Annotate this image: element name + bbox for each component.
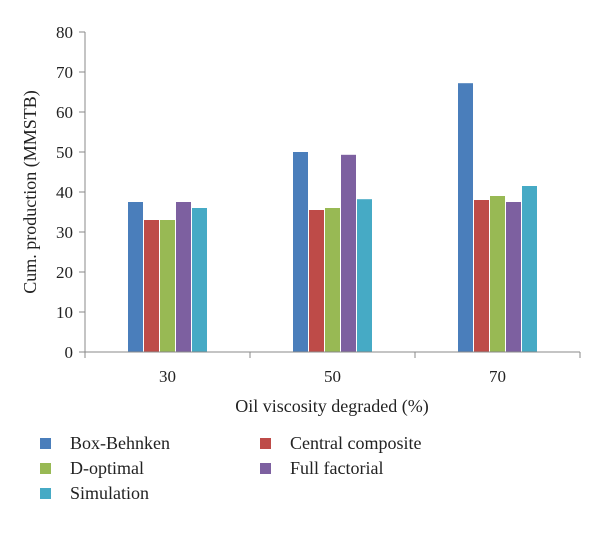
bar-full-factorial-70: [506, 202, 521, 352]
legend-label: D-optimal: [70, 458, 144, 478]
y-ticks-group: 0 10 20 30 40 50 60 70 80: [56, 23, 85, 362]
x-axis-label: Oil viscosity degraded (%): [235, 396, 428, 417]
bar-simulation-70: [522, 186, 537, 352]
legend-label: Box-Behnken: [70, 433, 170, 453]
bar-box-behnken-70: [458, 83, 473, 352]
bar-central-composite-50: [309, 210, 324, 352]
y-tick-label: 20: [56, 263, 73, 282]
bar-central-composite-70: [474, 200, 489, 352]
legend-label: Full factorial: [290, 458, 383, 478]
bar-d-optimal-50: [325, 208, 340, 352]
legend-swatch: [40, 463, 51, 474]
x-ticks-group: 30 50 70: [84, 352, 581, 386]
bar-full-factorial-30: [176, 202, 191, 352]
bar-central-composite-30: [144, 220, 159, 352]
legend-label: Simulation: [70, 483, 149, 503]
legend-swatch: [40, 438, 51, 449]
y-axis-label: Cum. production (MMSTB): [20, 90, 41, 294]
bar-d-optimal-30: [160, 220, 175, 352]
y-tick-label: 60: [56, 103, 73, 122]
y-tick-label: 70: [56, 63, 73, 82]
legend-swatch: [260, 463, 271, 474]
y-tick-label: 80: [56, 23, 73, 42]
x-tick-label: 30: [159, 367, 176, 386]
bars-group: [128, 83, 537, 352]
legend-label: Central composite: [290, 433, 421, 453]
y-tick-label: 0: [65, 343, 74, 362]
y-tick-label: 40: [56, 183, 73, 202]
y-tick-label: 30: [56, 223, 73, 242]
x-tick-label: 50: [324, 367, 341, 386]
bar-box-behnken-50: [293, 152, 308, 352]
bar-simulation-50: [357, 199, 372, 352]
y-tick-label: 10: [56, 303, 73, 322]
legend: Box-Behnken Central composite D-optimal Ful…: [40, 433, 421, 503]
legend-swatch: [260, 438, 271, 449]
x-tick-label: 70: [489, 367, 506, 386]
bar-d-optimal-70: [490, 196, 505, 352]
bar-full-factorial-50: [341, 154, 356, 352]
y-tick-label: 50: [56, 143, 73, 162]
legend-swatch: [40, 488, 51, 499]
bar-box-behnken-30: [128, 202, 143, 352]
bar-simulation-30: [192, 208, 207, 352]
